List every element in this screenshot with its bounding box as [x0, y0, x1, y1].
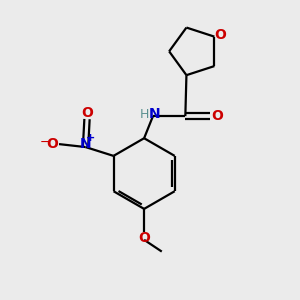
- Text: N: N: [148, 107, 160, 122]
- Text: O: O: [46, 137, 58, 151]
- Text: H: H: [140, 108, 149, 121]
- Text: O: O: [81, 106, 93, 120]
- Text: O: O: [138, 231, 150, 245]
- Text: O: O: [211, 109, 223, 123]
- Text: −: −: [40, 136, 50, 149]
- Text: +: +: [86, 133, 95, 143]
- Text: O: O: [214, 28, 226, 42]
- Text: N: N: [80, 136, 92, 151]
